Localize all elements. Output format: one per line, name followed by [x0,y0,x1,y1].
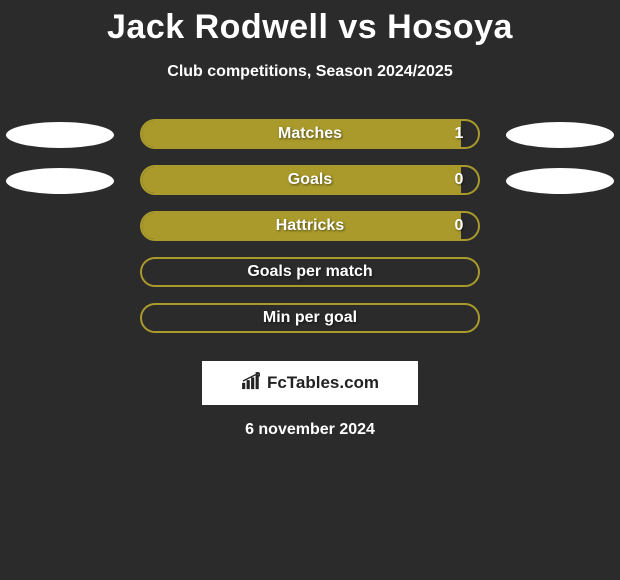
stat-label: Min per goal [142,305,478,331]
stat-label: Goals [142,167,478,193]
stat-label: Matches [142,121,478,147]
stat-label: Goals per match [142,259,478,285]
stat-label: Hattricks [142,213,478,239]
player-left-marker [6,168,114,194]
page-title: Jack Rodwell vs Hosoya [0,0,620,47]
stat-bar: Matches1 [140,119,480,149]
player-left-marker [6,122,114,148]
stat-bar: Hattricks0 [140,211,480,241]
date-line: 6 november 2024 [0,421,620,439]
comparison-row: Matches1 [0,119,620,165]
comparison-row: Min per goal [0,303,620,349]
player-right-marker [506,122,614,148]
stat-bar: Goals per match [140,257,480,287]
comparison-row: Goals per match [0,257,620,303]
stat-value-right: 0 [444,167,474,193]
subtitle: Club competitions, Season 2024/2025 [0,63,620,81]
logo-text: FcTables.com [267,373,379,393]
player-right-marker [506,168,614,194]
logo-box: FcTables.com [202,361,418,405]
stat-bar: Min per goal [140,303,480,333]
comparison-row: Goals0 [0,165,620,211]
bar-chart-arrow-icon [241,372,263,395]
stat-value-right: 0 [444,213,474,239]
stat-bar: Goals0 [140,165,480,195]
stat-value-right: 1 [444,121,474,147]
comparison-row: Hattricks0 [0,211,620,257]
comparison-rows: Matches1Goals0Hattricks0Goals per matchM… [0,119,620,349]
